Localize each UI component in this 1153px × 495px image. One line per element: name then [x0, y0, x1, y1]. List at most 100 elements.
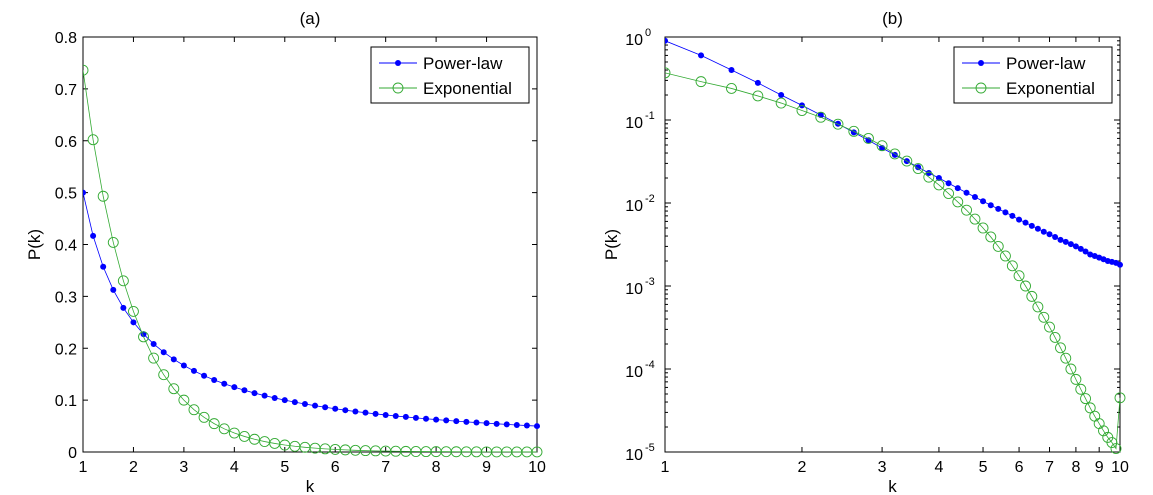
legend-box: [953, 46, 1113, 104]
data-point: [1049, 331, 1061, 343]
data-point: [362, 409, 369, 416]
data-point: [754, 79, 761, 86]
data-point: [889, 148, 901, 160]
y-tick-label: 10: [625, 281, 643, 298]
chart-title: (a): [300, 9, 321, 28]
data-point: [228, 427, 240, 439]
legend-label: Exponential: [423, 79, 512, 98]
data-point: [423, 415, 430, 422]
data-point: [1062, 238, 1069, 245]
data-point: [876, 140, 888, 152]
legend-item: Power-law: [962, 54, 1086, 73]
y-tick-label: 0.8: [55, 30, 77, 47]
data-point: [1006, 260, 1018, 272]
data-point: [83, 64, 89, 76]
data-point: [1040, 228, 1047, 235]
data-point: [985, 231, 997, 243]
data-point: [815, 111, 827, 123]
y-tick-exponent: -1: [645, 110, 655, 122]
data-point: [483, 420, 490, 427]
data-point: [443, 417, 450, 424]
y-tick-label: 10: [625, 198, 643, 215]
data-point: [158, 369, 170, 381]
data-point: [863, 132, 874, 144]
x-tick-label: 1: [661, 459, 670, 476]
x-tick-label: 6: [331, 459, 340, 476]
data-point: [249, 433, 260, 445]
data-point: [1070, 373, 1082, 385]
data-point: [322, 404, 329, 411]
data-point: [523, 422, 530, 429]
series-exponential: [665, 67, 1126, 455]
y-tick-label: 0.5: [55, 186, 77, 203]
data-point: [412, 414, 419, 421]
data-point: [190, 367, 197, 374]
data-point: [923, 171, 935, 183]
y-tick-exponent: -2: [645, 193, 655, 205]
data-point: [271, 394, 278, 401]
y-tick-label: 0.7: [55, 82, 77, 99]
data-point: [148, 352, 160, 364]
data-point: [1060, 352, 1072, 364]
y-tick-label: 0.2: [55, 341, 77, 358]
data-point: [534, 423, 540, 430]
data-point: [778, 92, 785, 99]
y-tick-label: 10: [625, 32, 643, 49]
data-point: [392, 412, 399, 419]
data-point: [665, 37, 668, 44]
legend-marker: [975, 82, 987, 94]
y-tick-label: 0.6: [55, 134, 77, 151]
data-point: [221, 380, 228, 387]
data-point: [107, 236, 119, 248]
data-point: [138, 331, 149, 343]
x-tick-label: 2: [129, 459, 138, 476]
legend-marker: [978, 60, 984, 66]
legend: Power-law Exponential: [953, 46, 1113, 104]
data-point: [1034, 225, 1041, 232]
x-tick-label: 6: [1015, 459, 1024, 476]
x-tick-label: 1: [79, 459, 88, 476]
data-point: [1044, 321, 1055, 333]
data-point: [1117, 261, 1123, 268]
data-point: [971, 194, 978, 201]
plot-frame: [664, 36, 1121, 453]
data-point: [665, 67, 671, 79]
legend-item: Exponential: [962, 79, 1095, 98]
data-point: [1114, 392, 1126, 404]
data-point: [1065, 363, 1077, 375]
y-axis-label: P(k): [25, 229, 44, 260]
data-point: [332, 405, 339, 412]
x-tick-label: 5: [979, 459, 988, 476]
x-axis-label: k: [306, 477, 315, 495]
data-point: [961, 204, 973, 216]
data-point: [1009, 212, 1016, 219]
data-point: [201, 372, 208, 379]
data-point: [211, 376, 218, 383]
data-point: [1032, 301, 1044, 313]
series-line: [83, 192, 538, 427]
chart-title: (b): [882, 9, 903, 28]
data-point: [90, 232, 97, 239]
data-point: [493, 420, 500, 427]
data-point: [943, 188, 955, 199]
y-tick-label: 10: [625, 364, 643, 381]
y-tick-exponent: 0: [645, 27, 651, 39]
data-point: [728, 67, 735, 74]
data-point: [1046, 231, 1053, 238]
data-point: [1028, 222, 1035, 229]
data-point: [1026, 290, 1038, 302]
data-point: [1052, 233, 1059, 240]
data-point: [995, 205, 1002, 212]
data-point: [925, 169, 932, 176]
data-point: [1087, 251, 1094, 258]
x-tick-label: 3: [878, 459, 887, 476]
data-point: [463, 418, 470, 425]
data-point: [281, 397, 288, 404]
data-point: [1082, 248, 1089, 255]
data-point: [301, 400, 308, 407]
data-point: [1067, 241, 1074, 248]
data-point: [999, 250, 1011, 262]
chart-0: 1 2 3 4 5 6 7 8 9 10 0 0.1 0.2 0.3 0.4 0.5 0.6 0.7 0.8 (a) k…: [25, 9, 546, 495]
legend-label: Power-law: [1006, 54, 1086, 73]
